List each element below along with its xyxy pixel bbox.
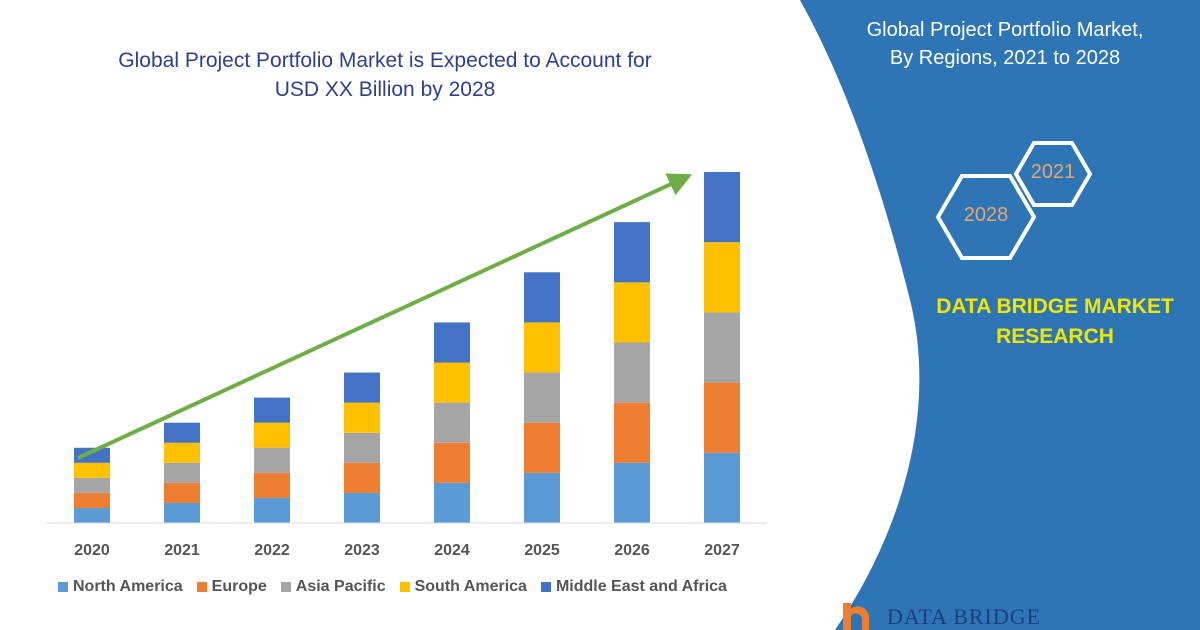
bar-2023-north-america (344, 492, 380, 523)
bar-2023-south-america (344, 402, 380, 433)
bar-2021-middle-east-and-africa (164, 422, 200, 443)
bar-2025-middle-east-and-africa (524, 272, 560, 323)
bar-2026-asia-pacific (614, 342, 650, 403)
brand-title: DATA BRIDGE MARKET RESEARCH (936, 295, 1174, 348)
bar-2027-asia-pacific (704, 312, 740, 383)
bar-2022-north-america (254, 497, 290, 523)
hex-2021-icon (1013, 141, 1093, 207)
x-tick-label: 2025 (524, 542, 560, 559)
bar-2027-north-america (704, 452, 740, 523)
bar-2021-asia-pacific (164, 462, 200, 483)
x-tick-label: 2026 (614, 542, 650, 559)
x-tick-label: 2020 (74, 542, 110, 559)
x-tick-label: 2024 (434, 542, 470, 559)
legend-label: South America (414, 578, 527, 595)
bar-2020-middle-east-and-africa (74, 447, 110, 463)
bar-2020-south-america (74, 462, 110, 478)
x-tick-labels: 2020 2021 2022 2023 2024 2025 2026 2027 (74, 542, 740, 559)
data-bridge-logo-icon (843, 603, 869, 630)
bar-2025-europe (524, 422, 560, 473)
bar-2022-asia-pacific (254, 447, 290, 473)
x-tick-label: 2022 (254, 542, 290, 559)
panel-title: Global Project Portfolio Market, By Regi… (866, 19, 1144, 69)
legend-label: Asia Pacific (295, 578, 386, 595)
bar-2021-south-america (164, 442, 200, 463)
bar-2024-europe (434, 442, 470, 483)
legend-label: Middle East and Africa (555, 578, 727, 595)
bar-2021-europe (164, 482, 200, 503)
legend-label: North America (73, 578, 183, 595)
bar-2020-asia-pacific (74, 477, 110, 493)
panel-shape (800, 0, 1200, 630)
bar-2027-europe (704, 382, 740, 453)
bar-2022-middle-east-and-africa (254, 397, 290, 423)
bar-2026-north-america (614, 462, 650, 523)
hex-2021-label: 2021 (1030, 161, 1076, 183)
legend-item: Europe (196, 578, 267, 596)
bar-2022-europe (254, 472, 290, 498)
legend-item: South America (399, 578, 527, 596)
x-tick-label: 2023 (344, 542, 380, 559)
bar-2024-north-america (434, 482, 470, 523)
trend-arrow (77, 173, 693, 460)
chart-title: Global Project Portfolio Market is Expec… (118, 49, 652, 101)
bar-2023-asia-pacific (344, 432, 380, 463)
legend-swatch (58, 582, 68, 592)
bar-2024-asia-pacific (434, 402, 470, 443)
legend-label: Europe (211, 578, 267, 595)
bar-2025-south-america (524, 322, 560, 373)
x-tick-label: 2027 (704, 542, 740, 559)
bar-2026-europe (614, 402, 650, 463)
hex-2028-icon (935, 174, 1037, 260)
bar-2024-south-america (434, 362, 470, 403)
bar-2020-europe (74, 492, 110, 508)
bar-2020-north-america (74, 507, 110, 523)
bar-2026-middle-east-and-africa (614, 222, 650, 283)
legend-item: Middle East and Africa (540, 578, 727, 596)
hex-2028-label: 2028 (963, 204, 1009, 226)
bars-layer (74, 172, 740, 523)
bar-2022-south-america (254, 422, 290, 448)
bar-2024-middle-east-and-africa (434, 322, 470, 363)
bar-2023-middle-east-and-africa (344, 372, 380, 403)
bar-2021-north-america (164, 502, 200, 523)
legend-swatch (399, 582, 410, 592)
bar-2025-north-america (524, 472, 560, 523)
x-tick-label: 2021 (164, 542, 200, 559)
legend-swatch (540, 582, 551, 592)
bar-2027-middle-east-and-africa (704, 172, 740, 243)
bar-2026-south-america (614, 282, 650, 343)
bar-2027-south-america (704, 242, 740, 313)
logo-text: DATA BRIDGE (887, 604, 1042, 629)
legend-swatch (196, 582, 207, 592)
chart-legend: North America Europe Asia Pacific South Ame… (58, 576, 727, 598)
bar-2025-asia-pacific (524, 372, 560, 423)
legend-swatch (280, 582, 291, 592)
stacked-bar-chart: 2020 2021 2022 2023 2024 2025 2026 2027 (46, 172, 767, 559)
legend-item: Asia Pacific (280, 578, 386, 596)
bar-2023-europe (344, 462, 380, 493)
legend-item: North America (58, 578, 183, 596)
